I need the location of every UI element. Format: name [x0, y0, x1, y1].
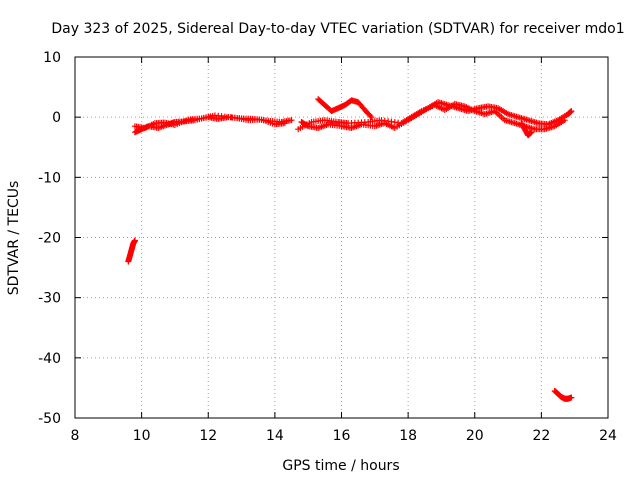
x-tick-label: 18: [399, 428, 417, 444]
y-tick-label: -20: [38, 231, 61, 247]
data-point: [568, 394, 575, 401]
x-tick-label: 22: [532, 428, 550, 444]
y-tick-labels: -50 -40 -30 -20 -10 0 10: [38, 50, 61, 427]
y-axis-label: SDTVAR / TECUs: [6, 181, 22, 296]
x-tick-label: 24: [599, 428, 617, 444]
y-tick-label: 10: [43, 50, 61, 66]
y-tick-label: 0: [52, 110, 61, 126]
x-tick-label: 8: [71, 428, 80, 444]
data-point: [568, 108, 575, 115]
x-tick-label: 20: [466, 428, 484, 444]
data-point: [367, 112, 374, 119]
data-point: [288, 117, 295, 124]
x-tick-label: 12: [199, 428, 217, 444]
x-tick-label: 10: [133, 428, 151, 444]
plot-frame: [74, 56, 609, 419]
chart-title: Day 323 of 2025, Sidereal Day-to-day VTE…: [51, 21, 624, 37]
data-point: [281, 120, 288, 127]
y-tick-label: -50: [38, 411, 61, 427]
data-marks: [125, 96, 575, 402]
y-tick-label: -10: [38, 170, 61, 186]
y-tick-label: -40: [38, 351, 61, 367]
data-point: [368, 114, 375, 121]
data-point: [131, 237, 138, 244]
data-point: [528, 129, 535, 136]
x-axis-label: GPS time / hours: [282, 458, 399, 474]
x-tick-label: 16: [333, 428, 351, 444]
grid-lines: [75, 57, 608, 418]
data-point: [561, 117, 568, 124]
x-tick-label: 14: [266, 428, 284, 444]
y-tick-label: -30: [38, 291, 61, 307]
x-tick-labels: 8 10 12 14 16 18 20 22 24: [71, 428, 617, 444]
